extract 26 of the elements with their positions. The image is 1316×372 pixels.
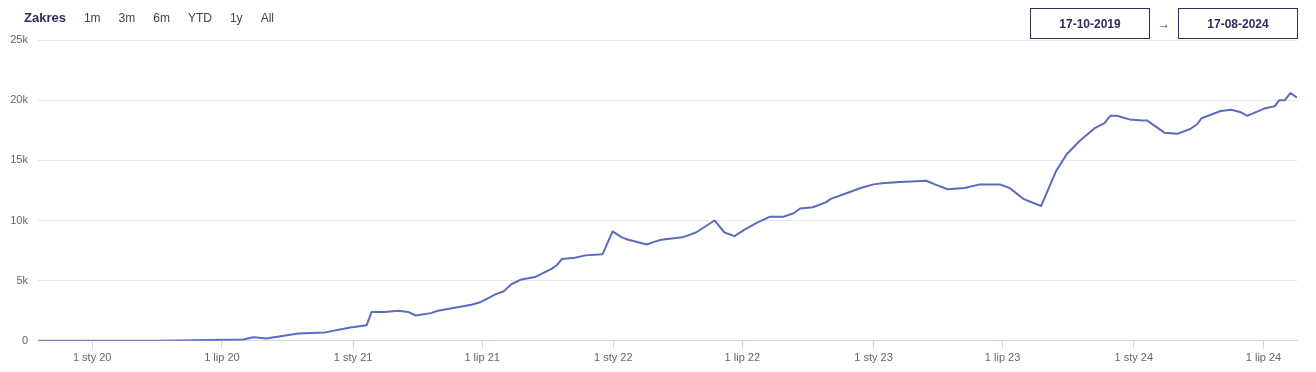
x-tick-label: 1 lip 23 xyxy=(984,351,1021,364)
text: 1y xyxy=(229,10,243,25)
text: 3m xyxy=(118,10,136,25)
y-tick-label: 5k xyxy=(16,273,29,286)
y-tick-label: 10k xyxy=(10,213,29,226)
y-tick-label: 25k xyxy=(10,33,29,46)
x-tick-label: 1 sty 21 xyxy=(333,351,373,364)
text: YTD xyxy=(187,10,212,25)
text: All xyxy=(260,10,274,25)
text: Zakres xyxy=(24,10,66,25)
text: 17-08-2024 xyxy=(1178,8,1298,39)
x-tick-label: 1 lip 22 xyxy=(724,351,761,364)
x-tick-label: 1 sty 24 xyxy=(1114,351,1154,364)
x-tick-label: 1 sty 23 xyxy=(854,351,893,364)
y-tick-label: 20k xyxy=(10,93,29,106)
x-tick-label: 1 lip 24 xyxy=(1245,351,1282,364)
x-tick-label: 1 lip 20 xyxy=(204,351,240,364)
x-tick-label: 1 sty 22 xyxy=(594,351,633,364)
y-tick-label: 0 xyxy=(21,333,28,346)
text: 6m xyxy=(153,10,170,25)
text: 1m xyxy=(83,10,101,25)
y-tick-label: 15k xyxy=(10,153,29,166)
text: → xyxy=(1158,16,1170,31)
x-tick-label: 1 sty 20 xyxy=(72,351,112,364)
x-tick-label: 1 lip 21 xyxy=(464,351,500,364)
text: 17-10-2019 xyxy=(1030,8,1150,39)
